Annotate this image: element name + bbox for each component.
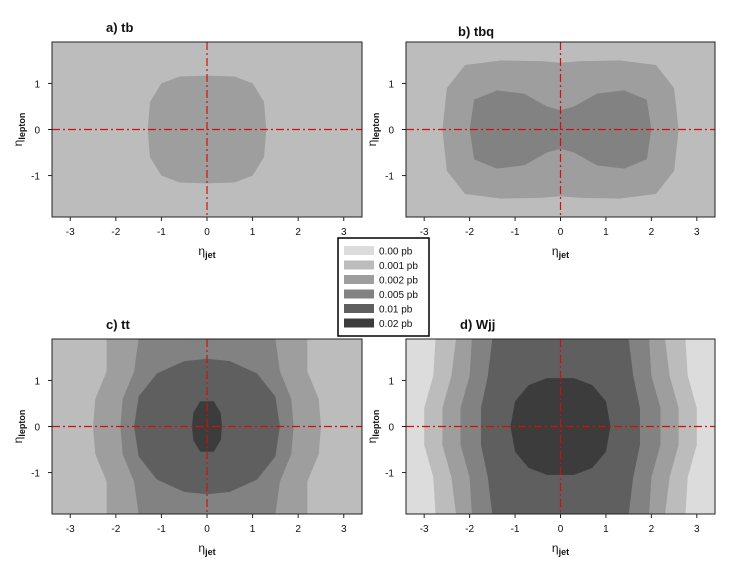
y-tick-label: 1: [388, 376, 394, 387]
x-tick-label: 3: [694, 227, 700, 238]
y-tick-label: 1: [388, 79, 394, 90]
panel-2: -3 -2 -1 0 1 2 3 1 0 -1 b) tbq ηjet ηlepton: [365, 24, 716, 260]
x-tick-label: 3: [694, 524, 700, 535]
legend-swatch: [344, 260, 374, 270]
x-tick-label: 0: [558, 227, 564, 238]
x-tick-label: 0: [204, 524, 210, 535]
x-axis-label: ηjet: [552, 244, 569, 260]
x-tick-label: -2: [465, 524, 474, 535]
legend-swatch: [344, 289, 374, 299]
y-axis-label: ηlepton: [11, 113, 27, 147]
x-tick-label: -1: [157, 524, 166, 535]
x-tick-label: -2: [111, 227, 120, 238]
x-tick-label: -3: [66, 227, 75, 238]
plot-area: [52, 339, 362, 514]
panel-title: c) tt: [106, 317, 131, 332]
y-tick-label: 0: [34, 423, 40, 434]
legend-label: 0.001 pb: [379, 261, 418, 272]
legend-label: 0.02 pb: [379, 319, 413, 330]
legend: 0.00 pb 0.001 pb 0.002 pb 0.005 pb 0.01 pb 0.…: [337, 237, 430, 337]
panel-title: b) tbq: [458, 24, 494, 39]
x-tick-label: -1: [157, 227, 166, 238]
x-axis-label: ηjet: [198, 244, 215, 260]
y-tick-label: 1: [34, 376, 40, 387]
x-tick-label: -2: [465, 227, 474, 238]
x-tick-label: 1: [250, 227, 256, 238]
x-tick-label: -3: [420, 524, 429, 535]
legend-label: 0.005 pb: [379, 290, 418, 301]
x-tick-label: 2: [295, 227, 301, 238]
x-tick-label: 3: [341, 227, 347, 238]
y-axis-label: ηlepton: [365, 113, 381, 147]
legend-swatch: [344, 304, 374, 313]
legend-label: 0.002 pb: [379, 276, 418, 287]
x-axis-label: ηjet: [552, 541, 569, 557]
panel-3: -3 -2 -1 0 1 2 3 1 0 -1 c) tt ηjet ηlepton: [11, 317, 363, 557]
x-tick-label: 2: [649, 524, 655, 535]
y-tick-label: 0: [388, 423, 394, 434]
x-tick-label: 2: [649, 227, 655, 238]
panel-title: d) Wjj: [460, 317, 495, 332]
y-tick-label: -1: [31, 469, 40, 480]
x-tick-label: -1: [511, 227, 520, 238]
y-axis-label: ηlepton: [365, 410, 381, 444]
x-tick-label: -3: [420, 227, 429, 238]
x-tick-label: 1: [603, 227, 609, 238]
panel-4: -3 -2 -1 0 1 2 3 1 0 -1 d) Wjj ηjet ηlepton: [365, 317, 716, 557]
y-tick-label: 0: [388, 126, 394, 137]
panel-1: -3 -2 -1 0 1 2 3 1 0 -1 a) tb ηjet ηlepton: [11, 20, 363, 260]
plot-area: [52, 42, 362, 217]
y-tick-label: 1: [34, 79, 40, 90]
x-tick-label: -1: [511, 524, 520, 535]
y-tick-label: 0: [34, 126, 40, 137]
x-tick-label: -2: [111, 524, 120, 535]
legend-swatch: [344, 246, 374, 255]
y-tick-label: -1: [385, 172, 394, 183]
y-tick-label: -1: [31, 172, 40, 183]
y-tick-label: -1: [385, 469, 394, 480]
x-axis-label: ηjet: [198, 541, 215, 557]
x-tick-label: 1: [250, 524, 256, 535]
x-tick-label: 1: [603, 524, 609, 535]
x-tick-label: 3: [341, 524, 347, 535]
legend-swatch: [344, 318, 374, 328]
x-tick-label: 0: [204, 227, 210, 238]
legend-swatch: [344, 275, 374, 284]
x-tick-label: -3: [66, 524, 75, 535]
plot-area: [406, 42, 715, 217]
legend-label: 0.01 pb: [379, 305, 413, 316]
legend-label: 0.00 pb: [379, 247, 413, 258]
plot-area: [406, 339, 715, 514]
x-tick-label: 0: [558, 524, 564, 535]
panel-title: a) tb: [106, 20, 134, 35]
x-tick-label: 2: [295, 524, 301, 535]
y-axis-label: ηlepton: [11, 410, 27, 444]
